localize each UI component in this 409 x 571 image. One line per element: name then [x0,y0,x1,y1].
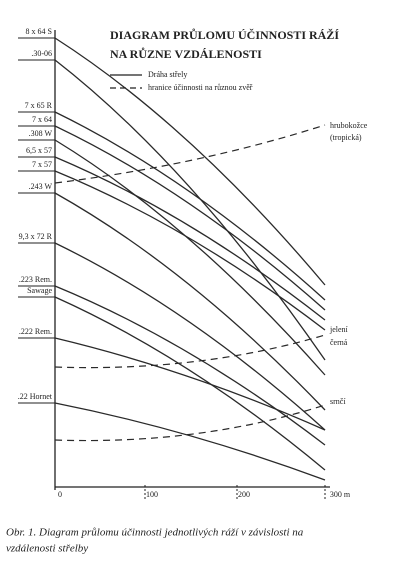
cartridge-label: 6,5 x 57 [26,146,52,155]
title-line: NA RŮZNE VZDÁLENOSTI [110,46,262,61]
limit-curve [54,334,326,369]
trajectory [54,139,326,376]
caption: vzdálenosti střelby [6,543,88,555]
trajectory [54,192,326,411]
trajectory [54,125,326,311]
cartridge-label: 8 x 64 S [26,27,52,36]
limit-curve [54,404,326,442]
cartridge-label: Sawage [27,286,52,295]
legend-label: hranice účinnosti na různou zvěř [148,83,253,92]
trajectory [54,285,326,446]
x-label: 200 [238,490,250,499]
cartridge-label: .222 Rem. [19,327,52,336]
cartridge-label: .22 Hornet [18,392,53,401]
cartridge-label: .308 W [29,129,53,138]
trajectory [54,402,326,481]
trajectory [54,170,326,331]
zone-label: srnčí [330,397,346,406]
trajectory [54,156,326,321]
cartridge-label: .30-06 [31,49,52,58]
x-label: 0 [58,490,62,499]
trajectory [54,296,326,471]
limit-curve [54,124,326,184]
trajectory [54,242,326,431]
cartridge-label: .243 W [29,182,53,191]
cartridge-label: 7 x 64 [32,115,52,124]
trajectory [54,59,326,361]
x-label: 100 [146,490,158,499]
trajectory [54,337,326,431]
cartridge-label: 9,3 x 72 R [19,232,53,241]
cartridge-label: 7 x 65 R [25,101,53,110]
cartridge-label: .223 Rem. [19,275,52,284]
cartridge-label: 7 x 57 [32,160,52,169]
trajectory [54,37,326,286]
zone-label: jelení [329,325,349,334]
trajectory [54,111,326,301]
legend-label: Dráha střely [148,70,187,79]
zone-label: černá [330,338,348,347]
zone-label: hrubokožce [330,121,368,130]
zone-label: (tropická) [330,133,362,142]
x-label: 300 m [330,490,351,499]
title-line: DIAGRAM PRŮLOMU ÚČINNOSTI RÁŽÍ [110,27,339,42]
caption: Obr. 1. Diagram průlomu účinnosti jednot… [6,527,304,539]
